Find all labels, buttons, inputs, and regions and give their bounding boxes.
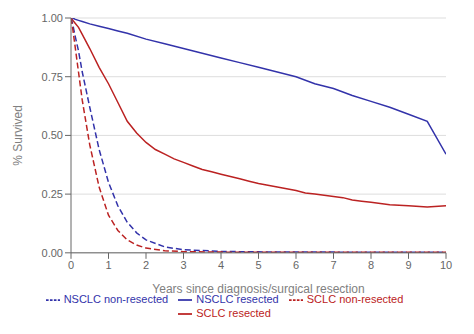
svg-text:1.00: 1.00 — [42, 12, 63, 24]
svg-text:8: 8 — [368, 259, 374, 271]
svg-text:4: 4 — [218, 259, 224, 271]
svg-text:1: 1 — [105, 259, 111, 271]
svg-text:0.25: 0.25 — [42, 188, 63, 200]
svg-text:0: 0 — [68, 259, 74, 271]
svg-text:0.00: 0.00 — [42, 247, 63, 259]
svg-text:6: 6 — [293, 259, 299, 271]
svg-text:Years since diagnosis/surgical: Years since diagnosis/surgical resection — [152, 282, 364, 296]
svg-text:0.75: 0.75 — [42, 71, 63, 83]
svg-text:2: 2 — [143, 259, 149, 271]
svg-text:10: 10 — [440, 259, 452, 271]
svg-text:0.50: 0.50 — [42, 129, 63, 141]
svg-text:% Survived: % Survived — [11, 105, 25, 166]
svg-text:5: 5 — [255, 259, 261, 271]
svg-text:3: 3 — [180, 259, 186, 271]
svg-text:9: 9 — [405, 259, 411, 271]
svg-text:7: 7 — [330, 259, 336, 271]
